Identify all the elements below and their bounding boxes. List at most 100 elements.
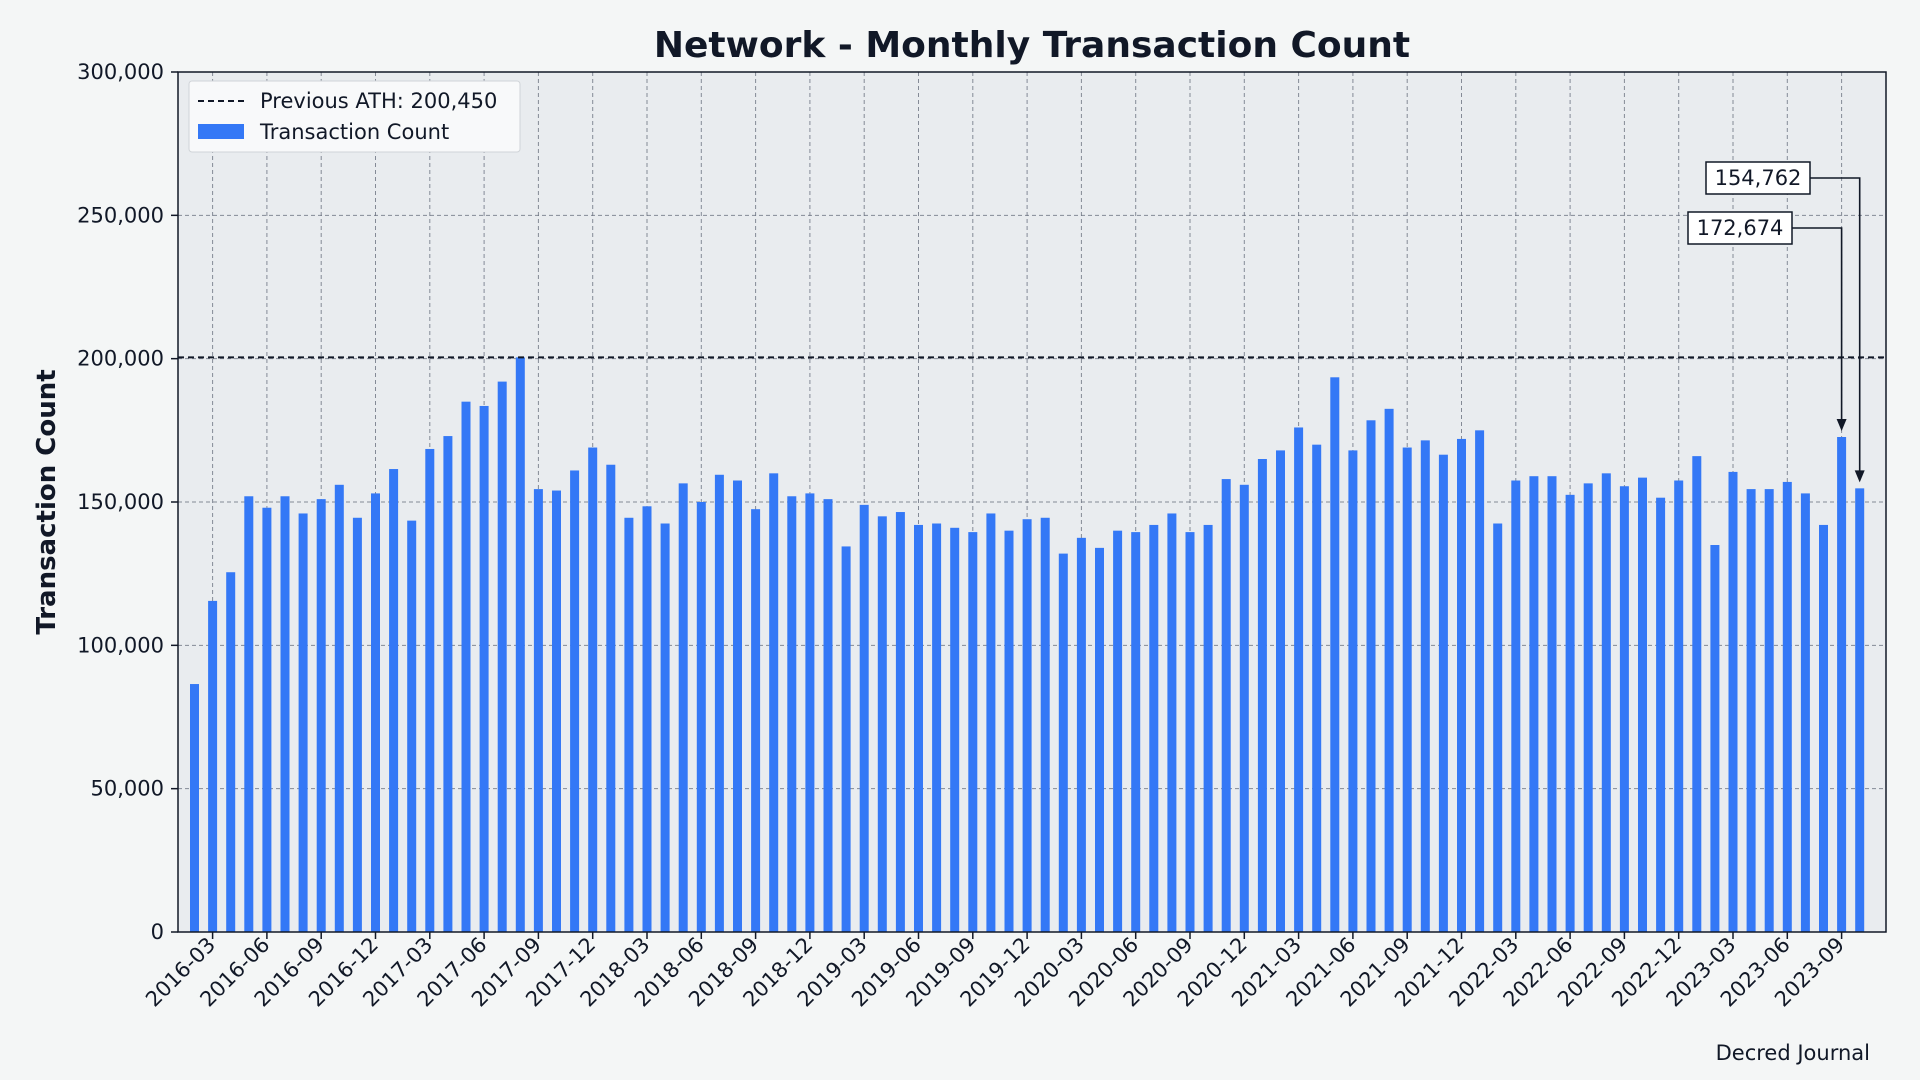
footer-credit: Decred Journal: [1716, 1041, 1870, 1065]
bar: [769, 473, 779, 932]
bar: [1095, 547, 1104, 932]
bar: [1782, 481, 1792, 932]
bar: [1475, 430, 1485, 932]
bars: [190, 357, 1865, 933]
bar: [1167, 513, 1177, 932]
bar: [1457, 438, 1466, 932]
bar: [1547, 476, 1557, 932]
y-tick-label: 250,000: [77, 203, 164, 227]
bar: [1239, 484, 1249, 932]
bar: [443, 436, 453, 932]
annotation-arrow-head: [1854, 470, 1865, 483]
bar: [515, 357, 525, 932]
bar: [1837, 437, 1847, 932]
bar: [552, 490, 561, 932]
legend-bar-swatch: [198, 124, 244, 139]
bar: [497, 381, 507, 933]
annotation-box: [1687, 211, 1793, 245]
bar: [1855, 488, 1865, 932]
bar: [1203, 524, 1213, 932]
y-tick-label: 300,000: [77, 60, 164, 84]
bar: [1330, 377, 1340, 932]
annotation-arrow-line: [1810, 177, 1861, 473]
bar: [1601, 473, 1611, 932]
bar: [533, 489, 543, 932]
bar: [968, 532, 978, 932]
bar: [733, 480, 742, 932]
bar: [1312, 444, 1322, 932]
bar: [244, 496, 254, 932]
bar: [1040, 517, 1050, 932]
bar: [570, 470, 580, 932]
bar: [407, 520, 417, 932]
bar: [1800, 493, 1810, 932]
y-tick-label: 150,000: [77, 490, 164, 514]
bar: [859, 504, 869, 932]
bar: [696, 502, 706, 932]
bar: [479, 405, 489, 932]
bar: [425, 448, 435, 932]
bar: [606, 464, 616, 932]
bar: [1221, 479, 1231, 932]
y-tick-label: 100,000: [77, 633, 164, 657]
bar: [1004, 530, 1014, 932]
annotation-callout: 172,674: [1687, 211, 1847, 432]
bar: [1384, 408, 1394, 932]
bar: [1257, 459, 1267, 932]
legend: Previous ATH: 200,450 Transaction Count: [188, 80, 521, 153]
annotation-label: 154,762: [1715, 166, 1802, 190]
bar: [352, 517, 362, 932]
annotation-callout: 154,762: [1705, 161, 1865, 483]
bar: [1764, 489, 1774, 932]
annotation-arrow-line: [1792, 227, 1843, 422]
bar: [226, 572, 236, 932]
bar: [1511, 480, 1521, 932]
bar: [1113, 530, 1123, 932]
bar: [298, 513, 308, 932]
bar: [1420, 440, 1430, 932]
bar: [1529, 476, 1539, 932]
bar: [1565, 494, 1575, 932]
y-tick-label: 200,000: [77, 347, 164, 371]
bar: [841, 546, 851, 932]
bar: [1294, 427, 1304, 932]
bar: [678, 483, 688, 932]
bar: [1674, 480, 1684, 932]
bar: [1058, 553, 1068, 932]
y-tick-label: 50,000: [91, 777, 164, 801]
bar: [208, 600, 218, 932]
bar: [1185, 532, 1195, 932]
bar: [823, 499, 833, 932]
bar: [389, 469, 399, 932]
bar: [932, 523, 942, 932]
y-axis-label: Transaction Count: [32, 369, 62, 634]
bar: [986, 513, 996, 932]
bar: [1583, 483, 1593, 932]
bar: [588, 447, 598, 932]
bar: [895, 512, 905, 932]
annotation-arrow-head: [1836, 419, 1847, 432]
bar: [642, 506, 652, 932]
bar: [1366, 420, 1376, 932]
bar: [1692, 456, 1702, 932]
bar: [1638, 477, 1647, 932]
bar: [1746, 489, 1756, 932]
bar: [1149, 524, 1159, 932]
bar: [805, 493, 815, 932]
bar: [371, 493, 380, 932]
bar: [1656, 497, 1666, 932]
bar: [1348, 450, 1358, 932]
y-tick-label: 0: [151, 920, 164, 944]
annotation-label: 172,674: [1697, 216, 1784, 240]
bar: [1131, 532, 1141, 932]
bar: [190, 684, 199, 932]
bar: [1276, 450, 1285, 932]
bar: [914, 524, 923, 932]
annotations: 172,674 154,762: [1687, 161, 1865, 483]
bar: [751, 509, 761, 932]
bar: [660, 523, 670, 932]
annotation-box: [1705, 161, 1811, 195]
bar: [1438, 454, 1448, 932]
bar: [1076, 537, 1086, 932]
